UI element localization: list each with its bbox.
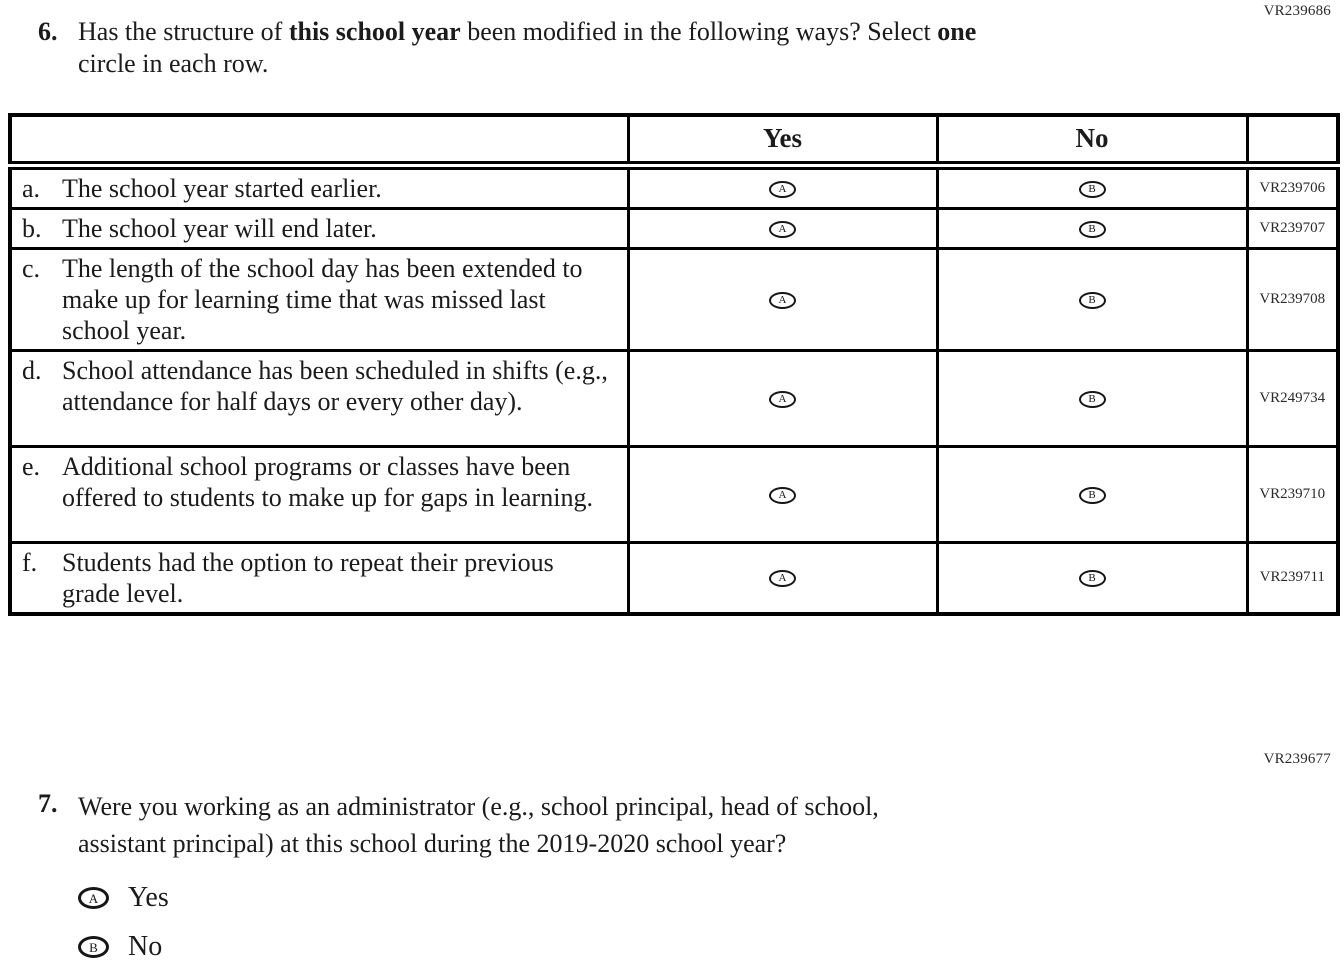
q7-text-line-2: assistant principal) at this school duri… xyxy=(78,829,787,858)
statement-cell-c: c. The length of the school day has been… xyxy=(8,246,630,352)
table-row-a: a. The school year started earlier. A B … xyxy=(8,163,1340,210)
statement-cell-b: b. The school year will end later. xyxy=(8,206,630,250)
no-option-bubble-f[interactable]: B xyxy=(1078,570,1106,587)
table-row-c: c. The length of the school day has been… xyxy=(8,246,1340,352)
yes-option-bubble-e[interactable]: A xyxy=(769,486,796,504)
row-vr-code-e: VR239710 xyxy=(1245,444,1340,544)
row-statement: The school year will end later. xyxy=(62,213,377,243)
table-row-b: b. The school year will end later. A B V… xyxy=(8,206,1340,250)
row-vr-code-a: VR239706 xyxy=(1245,163,1340,210)
table-row-e: e. Additional school programs or classes… xyxy=(8,444,1340,544)
yes-option-cell-d: A xyxy=(626,348,939,448)
q7-text-line-1: Were you working as an administrator (e.… xyxy=(78,792,879,821)
no-option-cell-a: B xyxy=(935,163,1249,210)
question-7-number: 7. xyxy=(38,789,58,818)
row-statement: Students had the option to repeat their … xyxy=(62,547,554,608)
yes-option-bubble-a[interactable]: A xyxy=(769,180,796,198)
row-letter: f. xyxy=(22,547,38,577)
yes-option-bubble-c[interactable]: A xyxy=(769,291,796,309)
q7-option-b-bubble[interactable]: B xyxy=(78,936,109,958)
yes-option-cell-e: A xyxy=(626,444,939,544)
yes-option-bubble-f[interactable]: A xyxy=(769,570,796,587)
row-statement: The school year started earlier. xyxy=(62,173,382,203)
table-row-d: d. School attendance has been scheduled … xyxy=(8,348,1340,448)
statement-cell-d: d. School attendance has been scheduled … xyxy=(8,348,630,448)
yes-option-cell-b: A xyxy=(626,206,939,250)
code-column-header xyxy=(1245,113,1340,170)
q7-option-b-label: No xyxy=(128,931,163,962)
q6-text-part-1: Has the structure of xyxy=(78,17,289,46)
no-column-header: No xyxy=(935,113,1249,170)
q6-text-bold-one: one xyxy=(937,17,977,46)
statement-cell-f: f. Students had the option to repeat the… xyxy=(8,540,630,615)
question-7: 7. Were you working as an administrator … xyxy=(38,788,1198,862)
statement-cell-a: a. The school year started earlier. xyxy=(8,163,630,210)
no-option-bubble-d[interactable]: B xyxy=(1078,390,1106,408)
table-row-f: f. Students had the option to repeat the… xyxy=(8,540,1340,615)
row-letter: c. xyxy=(22,253,41,283)
row-letter: d. xyxy=(22,355,42,385)
no-option-bubble-e[interactable]: B xyxy=(1078,486,1106,504)
row-vr-code-d: VR249734 xyxy=(1245,348,1340,448)
no-option-cell-f: B xyxy=(935,540,1249,615)
row-letter: b. xyxy=(22,213,42,243)
no-option-cell-c: B xyxy=(935,246,1249,352)
question-6-text: Has the structure of this school year be… xyxy=(78,16,976,80)
q7-option-yes[interactable]: A Yes xyxy=(78,884,169,912)
no-option-bubble-a[interactable]: B xyxy=(1078,180,1106,198)
q6-text-part-3: circle in each row. xyxy=(78,49,269,78)
yes-option-bubble-d[interactable]: A xyxy=(769,390,796,408)
row-letter: e. xyxy=(22,451,41,481)
q6-text-bold-this-school-year: this school year xyxy=(288,17,461,46)
q6-vr-code: VR239686 xyxy=(1263,3,1331,19)
row-letter: a. xyxy=(22,173,41,203)
q7-option-no[interactable]: B No xyxy=(78,933,162,961)
yes-option-cell-f: A xyxy=(626,540,939,615)
yes-option-cell-c: A xyxy=(626,246,939,352)
question-7-text: Were you working as an administrator (e.… xyxy=(78,788,879,862)
yes-option-cell-a: A xyxy=(626,163,939,210)
question-6: 6. Has the structure of this school year… xyxy=(38,16,1198,80)
no-option-cell-e: B xyxy=(935,444,1249,544)
q6-text-part-2: been modified in the following ways? Sel… xyxy=(460,17,938,46)
yes-column-header: Yes xyxy=(626,113,939,170)
row-vr-code-b: VR239707 xyxy=(1245,206,1340,250)
row-statement: Additional school programs or classes ha… xyxy=(62,451,593,512)
row-statement: The length of the school day has been ex… xyxy=(62,253,583,345)
question-6-number: 6. xyxy=(38,17,58,46)
q6-response-matrix: Yes No a. The school year started earlie… xyxy=(8,113,1340,616)
matrix-header-row: Yes No xyxy=(8,113,1340,170)
yes-option-bubble-b[interactable]: A xyxy=(769,220,796,238)
row-vr-code-c: VR239708 xyxy=(1245,246,1340,352)
row-vr-code-f: VR239711 xyxy=(1245,540,1340,615)
no-option-cell-d: B xyxy=(935,348,1249,448)
no-option-bubble-b[interactable]: B xyxy=(1078,220,1106,238)
q7-option-a-bubble[interactable]: A xyxy=(78,887,109,909)
statement-column-header xyxy=(8,113,630,170)
q7-vr-code: VR239677 xyxy=(1263,751,1331,767)
statement-cell-e: e. Additional school programs or classes… xyxy=(8,444,630,544)
row-statement: School attendance has been scheduled in … xyxy=(62,355,608,416)
q7-option-a-label: Yes xyxy=(128,882,169,913)
no-option-bubble-c[interactable]: B xyxy=(1078,291,1106,309)
no-option-cell-b: B xyxy=(935,206,1249,250)
